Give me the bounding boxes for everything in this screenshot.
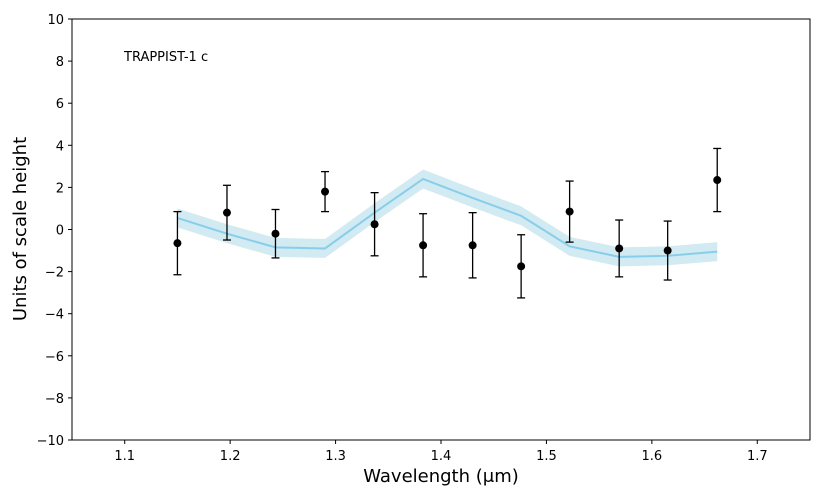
data-layer [173, 147, 722, 299]
y-axis: −10 −8 −6 −4 −2 0 2 4 6 8 10 [37, 13, 72, 449]
y-tick-label: 10 [47, 13, 64, 28]
y-tick-label: 2 [56, 181, 64, 196]
x-tick-label: 1.7 [747, 449, 768, 464]
y-tick-label: 4 [56, 139, 64, 154]
data-point [615, 244, 624, 253]
data-point [713, 176, 722, 185]
data-point [370, 220, 379, 229]
x-tick-label: 1.2 [220, 449, 241, 464]
y-tick-label: 6 [56, 97, 64, 112]
x-tick-label: 1.3 [325, 449, 346, 464]
y-tick-label: −10 [37, 434, 64, 449]
x-axis-title: Wavelength (μm) [363, 466, 519, 487]
plot-frame [71, 18, 811, 441]
y-tick-label: −6 [45, 350, 64, 365]
data-point [663, 246, 672, 255]
y-axis-title: Units of scale height [10, 137, 31, 321]
data-point [565, 207, 574, 216]
x-axis: 1.1 1.2 1.3 1.4 1.5 1.6 1.7 [114, 440, 768, 464]
data-point [173, 239, 182, 248]
model-uncertainty-band [177, 169, 718, 267]
x-tick-label: 1.5 [536, 449, 557, 464]
data-point [517, 262, 526, 271]
x-tick-label: 1.6 [642, 449, 663, 464]
data-point [222, 208, 231, 217]
x-tick-label: 1.4 [431, 449, 452, 464]
y-tick-label: 8 [56, 55, 64, 70]
data-point [419, 241, 428, 250]
model-line [177, 177, 718, 258]
data-point [271, 229, 280, 238]
x-tick-label: 1.1 [114, 449, 135, 464]
y-tick-label: −8 [45, 392, 64, 407]
model-layer [177, 169, 718, 267]
annotation-label: TRAPPIST-1 c [123, 50, 208, 65]
y-tick-label: −2 [45, 266, 64, 281]
data-point [468, 241, 477, 250]
y-tick-label: −4 [45, 308, 64, 323]
data-point [321, 187, 330, 196]
y-tick-label: 0 [56, 224, 64, 239]
